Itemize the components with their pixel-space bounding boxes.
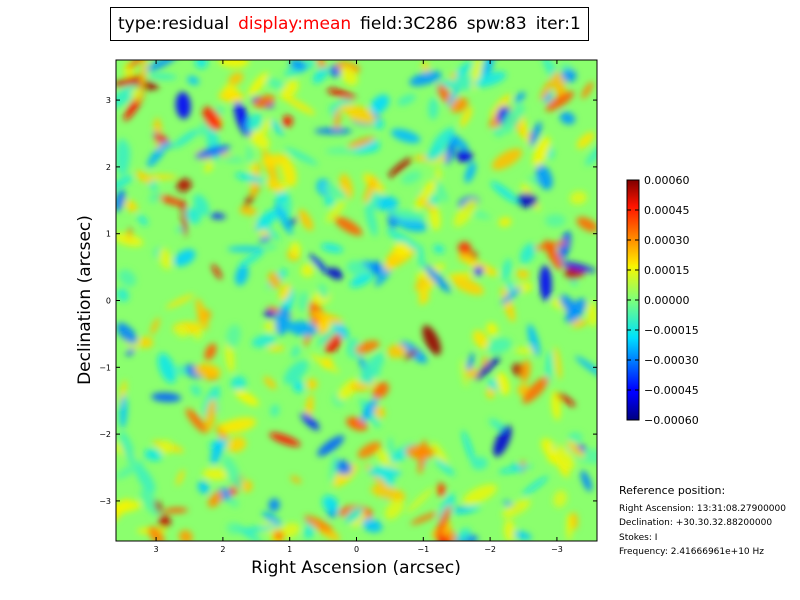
reference-declination: Declination: +30.30.32.88200000 [619,518,773,529]
x-tick-label: 2 [220,545,225,554]
reference-frequency: Frequency: 2.41666961e+10 Hz [619,546,765,557]
y-tick-label: 3 [106,96,111,105]
x-axis-ticks: 3 2 1 0 −1 −2 −3 [154,60,563,554]
x-axis-label: Right Ascension (arcsec) [251,558,461,578]
x-tick-label: −3 [551,545,563,554]
colorbar-tick-label: 0.00015 [644,264,690,277]
y-tick-label: 0 [106,297,111,306]
y-tick-label: 1 [106,230,111,239]
y-tick-label: −3 [99,497,111,506]
x-tick-label: 1 [287,545,292,554]
colorbar-tick-label: 0.00060 [644,174,690,187]
colorbar-tick-label: 0.00000 [644,294,690,307]
title-type: type:residual [118,14,230,34]
x-tick-label: 0 [354,545,359,554]
x-tick-label: 3 [154,545,159,554]
colorbar-tick-label: 0.00045 [644,204,690,217]
title-field: field:3C286 [360,14,458,34]
reference-stokes: Stokes: I [619,532,658,543]
colorbar-tick-label: −0.00045 [644,384,699,397]
x-tick-label: −1 [417,545,429,554]
reference-heading: Reference position: [619,484,726,497]
y-axis-label: Declination (arcsec) [75,215,95,385]
colorbar-tick-label: −0.00015 [644,324,699,337]
colorbar-tick-label: −0.00030 [644,354,699,367]
residual-heatmap [116,60,597,541]
colorbar-tick-label: 0.00030 [644,234,690,247]
x-tick-label: −2 [484,545,496,554]
title-display: display:mean [238,14,352,34]
plot-title-box: type:residual display:mean field:3C286 s… [110,7,589,41]
y-tick-label: 2 [106,163,111,172]
reference-position-panel: Reference position: Right Ascension: 13:… [619,484,786,559]
colorbar: 0.00060 0.00045 0.00030 0.00015 0.00000 −0.00… [626,174,699,427]
reference-right-ascension: Right Ascension: 13:31:08.27900000 [619,504,786,514]
title-iter: iter:1 [535,14,581,34]
y-axis-ticks: 3 2 1 0 −1 −2 −3 [99,96,597,506]
colorbar-ticks: 0.00060 0.00045 0.00030 0.00015 0.00000 −0.00… [627,174,699,427]
y-tick-label: −1 [99,363,111,372]
colorbar-tick-label: −0.00060 [644,414,699,427]
y-tick-label: −2 [99,430,111,439]
title-spw: spw:83 [466,14,527,34]
